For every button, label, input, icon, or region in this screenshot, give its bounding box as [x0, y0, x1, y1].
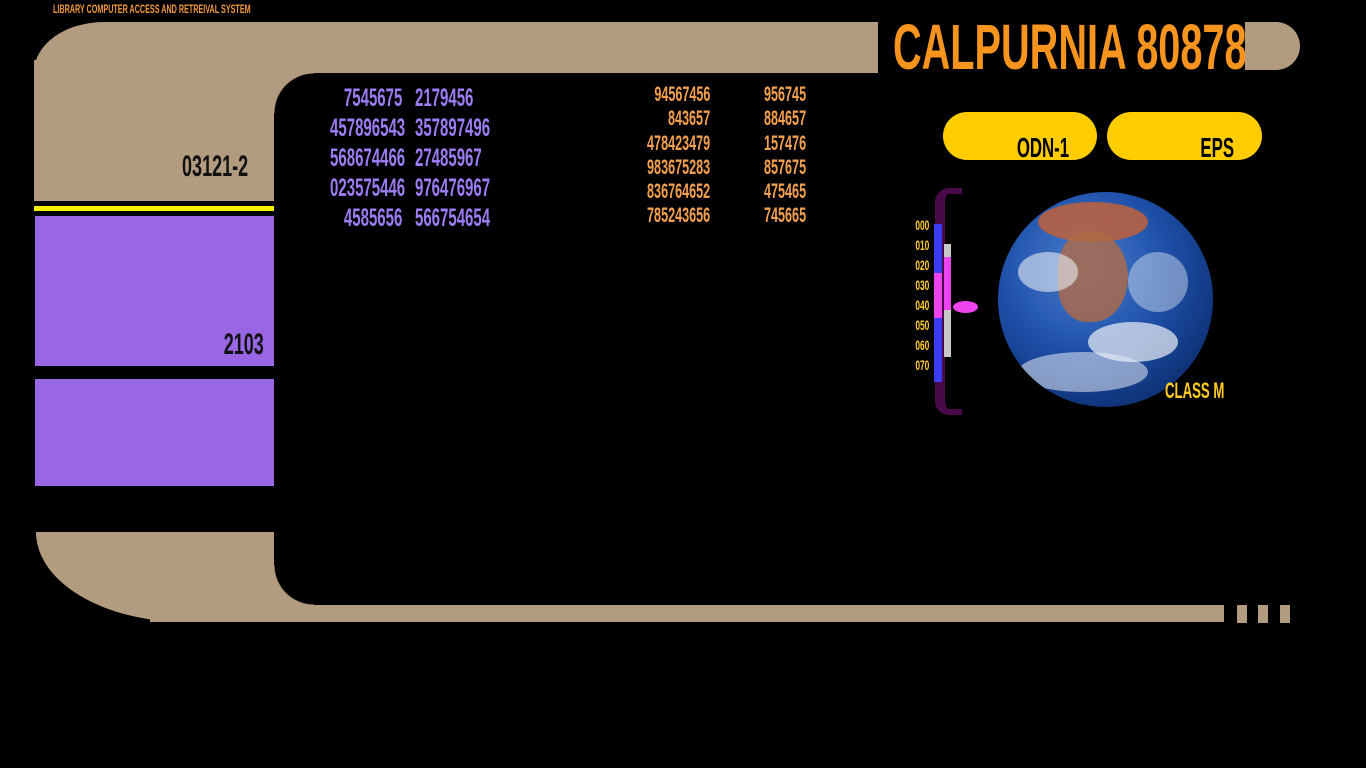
scale-label: 010 — [914, 237, 929, 253]
scale-label: 040 — [914, 297, 929, 313]
data-cell: 7545675 — [343, 84, 402, 112]
scale-label: 070 — [914, 357, 929, 373]
frame-segment — [1237, 605, 1247, 623]
data-cell: 836764652 — [646, 180, 710, 204]
data-cell: 566754654 — [415, 204, 491, 232]
scale-slider-handle[interactable] — [953, 301, 978, 313]
purple-column-2: 2179456 357897496 27485967 976476967 566… — [415, 83, 575, 233]
data-cell: 4585656 — [343, 204, 402, 232]
frame-bottom-bar — [150, 605, 1224, 622]
data-cell: 843657 — [667, 107, 710, 131]
frame-inner-corner — [274, 73, 314, 113]
scale-label: 030 — [914, 277, 929, 293]
eps-button[interactable]: EPS — [1107, 112, 1262, 163]
sidebar-top-label: 03121-2 — [181, 150, 248, 183]
purple-column-1: 7545675 457896543 568674466 023575446 45… — [280, 83, 406, 233]
data-cell: 568674466 — [330, 144, 406, 172]
scale-bar-magenta-range — [944, 257, 951, 310]
system-name: LIBRARY COMPUTER ACCESS AND RETREIVAL SY… — [53, 2, 251, 16]
sidebar-block-2103[interactable]: 2103 — [35, 216, 274, 366]
data-cell: 478423479 — [646, 131, 710, 155]
data-cell: 976476967 — [415, 174, 491, 202]
frame-bottom-inner-corner — [274, 565, 314, 605]
planet-class-label: CLASS M — [1165, 378, 1225, 403]
scale-label: 020 — [914, 257, 929, 273]
data-cell: 457896543 — [330, 114, 406, 142]
data-cell: 983675283 — [646, 155, 710, 179]
yellow-divider — [34, 206, 274, 211]
sidebar-block-label: 2103 — [223, 328, 264, 361]
data-cell: 884657 — [763, 107, 806, 131]
frame-left-elbow — [34, 60, 274, 201]
page-title: CALPURNIA 80878 — [893, 11, 1247, 83]
orange-column-2: 956745 884657 157476 857675 475465 74566… — [720, 83, 806, 229]
data-cell: 023575446 — [330, 174, 406, 202]
data-cell: 357897496 — [415, 114, 491, 142]
odn-1-button[interactable]: ODN-1 — [943, 112, 1097, 163]
data-cell: 157476 — [763, 131, 806, 155]
data-cell: 857675 — [763, 155, 806, 179]
data-cell: 785243656 — [646, 204, 710, 228]
sidebar-block[interactable] — [35, 379, 274, 486]
frame-segment — [1280, 605, 1290, 623]
planet-earth-image — [998, 192, 1213, 407]
scale-label: 000 — [914, 217, 929, 233]
scale-label: 050 — [914, 317, 929, 333]
title-end-cap — [1245, 22, 1300, 70]
data-cell: 475465 — [763, 180, 806, 204]
data-cell: 94567456 — [653, 83, 710, 106]
scale-labels: 000 010 020 030 040 050 060 070 — [900, 215, 929, 375]
data-cell: 956745 — [763, 83, 806, 106]
orange-column-1: 94567456 843657 478423479 983675283 8367… — [590, 83, 710, 229]
data-cell: 2179456 — [415, 84, 474, 112]
scale-label: 060 — [914, 337, 929, 353]
scale-bar-magenta — [934, 273, 942, 318]
data-cell: 745665 — [763, 204, 806, 228]
frame-segment — [1258, 605, 1268, 623]
data-cell: 27485967 — [415, 144, 482, 172]
